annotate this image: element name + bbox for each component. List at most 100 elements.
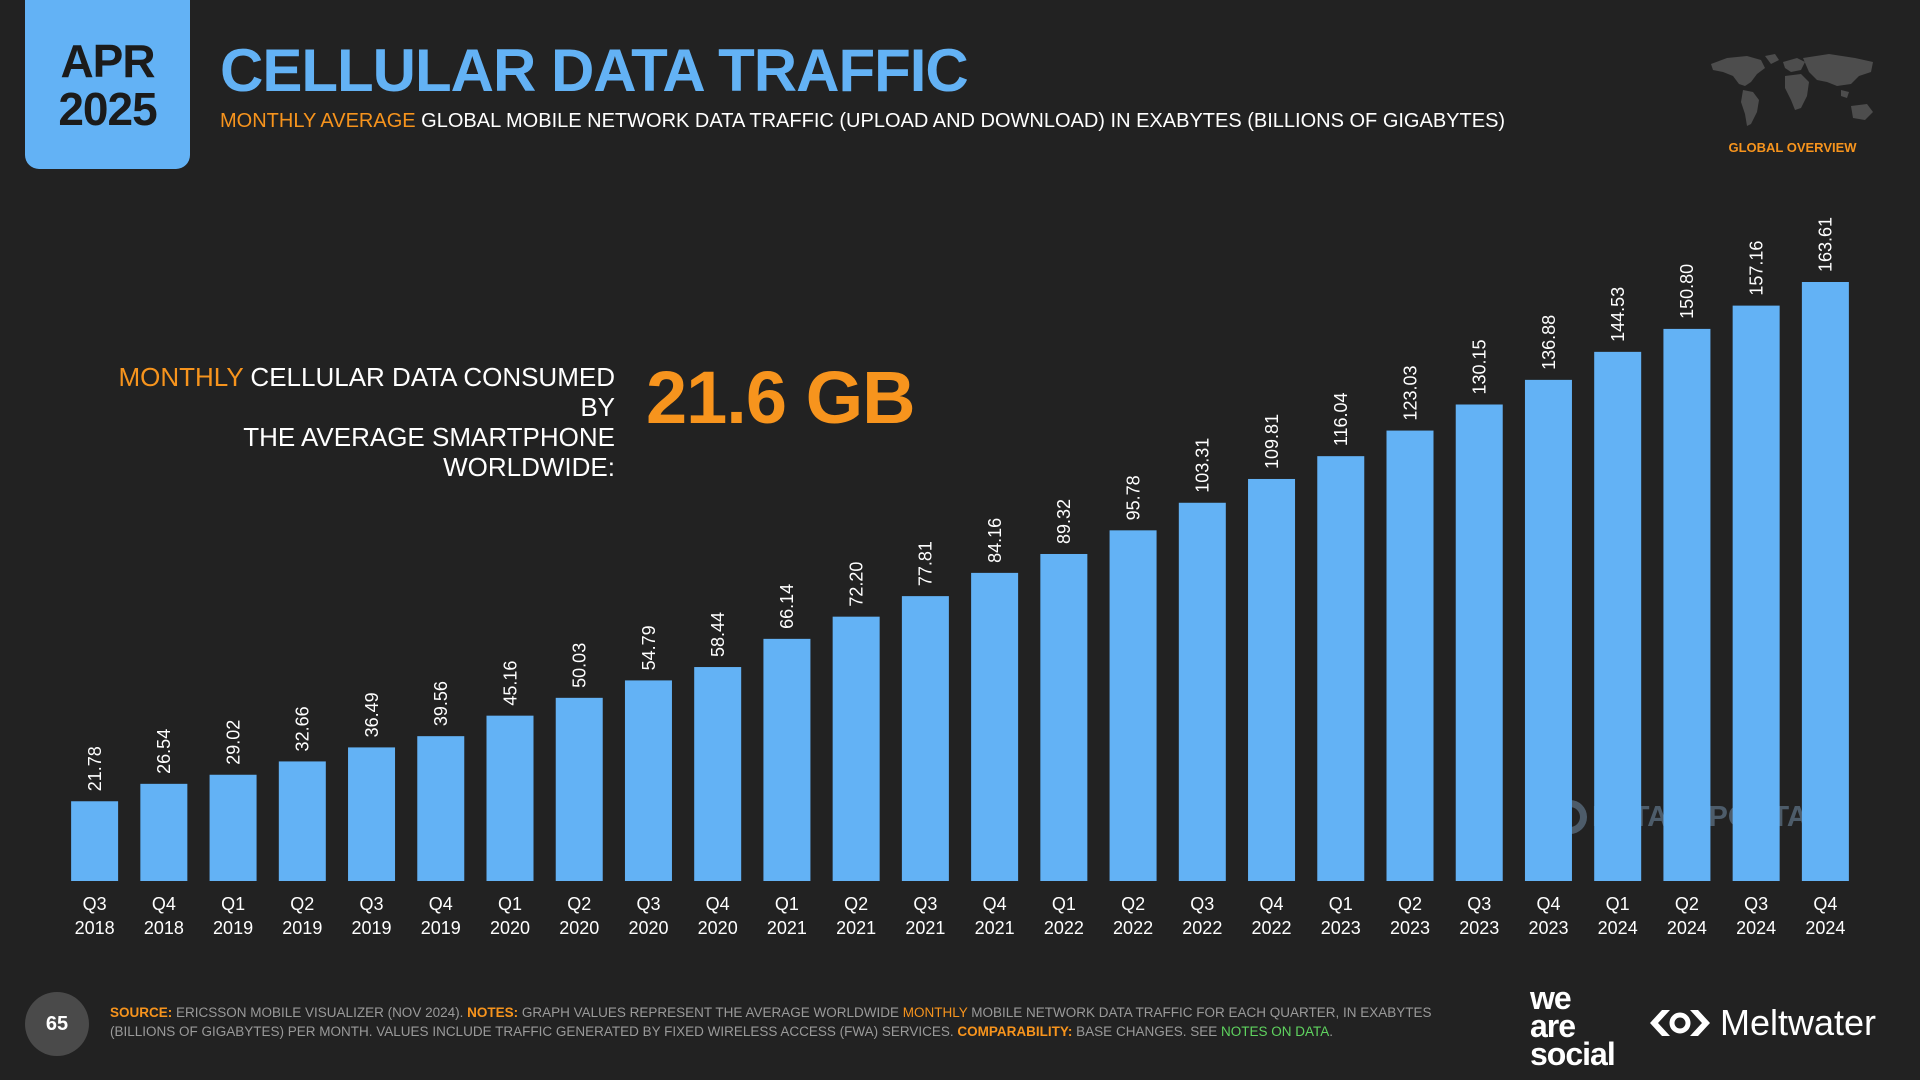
bar <box>278 761 326 881</box>
notes-label: NOTES: <box>467 1005 519 1020</box>
badge-month: APR <box>60 34 155 87</box>
world-map-icon <box>1705 50 1880 132</box>
bar <box>1386 430 1434 881</box>
page-title: CELLULAR DATA TRAFFIC <box>220 37 969 104</box>
bar <box>763 638 811 881</box>
bar-value-label: 109.81 <box>1262 414 1282 469</box>
source-text: ERICSSON MOBILE VISUALIZER (NOV 2024). <box>172 1005 468 1020</box>
bar <box>1801 282 1849 881</box>
bar <box>694 667 742 881</box>
comparability-text: BASE CHANGES. SEE <box>1072 1024 1221 1039</box>
x-tick-year: 2022 <box>1113 918 1153 938</box>
bar <box>348 747 396 881</box>
bar-value-label: 26.54 <box>154 729 174 774</box>
x-tick-quarter: Q2 <box>290 894 314 914</box>
bar-value-label: 163.61 <box>1816 217 1836 272</box>
bar-value-label: 45.16 <box>500 661 520 706</box>
meltwater-logo: Meltwater <box>1648 1002 1876 1044</box>
x-tick-year: 2018 <box>75 918 115 938</box>
x-tick-quarter: Q2 <box>1398 894 1422 914</box>
x-tick-year: 2019 <box>352 918 392 938</box>
x-tick-quarter: Q4 <box>1813 894 1837 914</box>
stat-value: 21.6 GB <box>646 356 916 439</box>
x-tick-quarter: Q3 <box>1190 894 1214 914</box>
date-badge: APR 2025 <box>25 0 190 169</box>
meltwater-logo-icon <box>1650 1010 1710 1036</box>
x-tick-year: 2020 <box>559 918 599 938</box>
bar-value-label: 95.78 <box>1123 475 1143 520</box>
comparability-label: COMPARABILITY: <box>957 1024 1073 1039</box>
footer-notes: SOURCE: ERICSSON MOBILE VISUALIZER (NOV … <box>110 1003 1490 1041</box>
bar-value-label: 130.15 <box>1470 339 1490 394</box>
bar-value-label: 144.53 <box>1608 287 1628 342</box>
x-tick-quarter: Q4 <box>1260 894 1284 914</box>
x-tick-quarter: Q3 <box>1467 894 1491 914</box>
x-tick-quarter: Q1 <box>221 894 245 914</box>
x-tick-quarter: Q1 <box>1052 894 1076 914</box>
stat-label-line1: CELLULAR DATA CONSUMED BY <box>243 362 615 422</box>
stat-label: MONTHLY CELLULAR DATA CONSUMED BY THE AV… <box>100 362 615 482</box>
x-tick-year: 2022 <box>1044 918 1084 938</box>
map-caption: GLOBAL OVERVIEW <box>1728 140 1857 155</box>
meltwater-text: Meltwater <box>1720 1002 1877 1043</box>
bar-value-label: 21.78 <box>85 746 105 791</box>
x-tick-year: 2022 <box>1252 918 1292 938</box>
bar-value-label: 72.20 <box>846 562 866 607</box>
x-tick-quarter: Q1 <box>775 894 799 914</box>
page-number: 65 <box>25 992 89 1056</box>
bar-value-label: 89.32 <box>1054 499 1074 544</box>
x-tick-quarter: Q2 <box>844 894 868 914</box>
stat-label-line2: THE AVERAGE SMARTPHONE WORLDWIDE: <box>243 422 615 482</box>
bar-value-label: 36.49 <box>362 692 382 737</box>
bar <box>1594 351 1642 882</box>
x-tick-quarter: Q1 <box>1606 894 1630 914</box>
x-tick-year: 2023 <box>1459 918 1499 938</box>
notes-on-data-link[interactable]: NOTES ON DATA <box>1220 1024 1330 1039</box>
was-line1: we <box>1530 980 1572 1016</box>
bar <box>71 801 119 881</box>
notes-text-a: GRAPH VALUES REPRESENT THE AVERAGE WORLD… <box>518 1005 903 1020</box>
x-tick-quarter: Q4 <box>1536 894 1560 914</box>
was-line2: are <box>1530 1008 1576 1044</box>
bar-value-label: 157.16 <box>1746 241 1766 296</box>
bar <box>1178 502 1226 881</box>
x-tick-year: 2024 <box>1667 918 1707 938</box>
x-tick-quarter: Q2 <box>1675 894 1699 914</box>
bar <box>1732 305 1780 881</box>
x-tick-year: 2024 <box>1736 918 1776 938</box>
bar <box>1455 404 1503 881</box>
bar-value-label: 29.02 <box>223 720 243 765</box>
bar <box>624 680 672 881</box>
bar-value-label: 116.04 <box>1331 392 1351 446</box>
x-tick-year: 2019 <box>282 918 322 938</box>
x-tick-year: 2020 <box>698 918 738 938</box>
bar-value-label: 84.16 <box>985 518 1005 563</box>
x-tick-year: 2019 <box>421 918 461 938</box>
page-subtitle: MONTHLY AVERAGE GLOBAL MOBILE NETWORK DA… <box>220 110 1505 133</box>
bar <box>1109 530 1157 881</box>
x-tick-year: 2023 <box>1390 918 1430 938</box>
x-tick-year: 2023 <box>1321 918 1361 938</box>
bar <box>1317 456 1365 881</box>
x-tick-year: 2024 <box>1598 918 1638 938</box>
x-tick-quarter: Q4 <box>983 894 1007 914</box>
bar <box>1248 478 1296 881</box>
x-tick-year: 2018 <box>144 918 184 938</box>
subtitle-highlight: MONTHLY AVERAGE <box>220 110 416 132</box>
bar <box>971 572 1019 881</box>
subtitle-rest: GLOBAL MOBILE NETWORK DATA TRAFFIC (UPLO… <box>415 110 1506 132</box>
bar <box>555 697 603 881</box>
notes-text-b: MOBILE NETWORK DATA TRAFFIC FOR EACH QUA… <box>110 1005 1432 1039</box>
stat-label-highlight: MONTHLY <box>118 362 244 392</box>
bar <box>417 736 465 881</box>
bar-value-label: 66.14 <box>777 584 797 629</box>
x-tick-year: 2024 <box>1805 918 1845 938</box>
bar <box>832 616 880 881</box>
source-label: SOURCE: <box>110 1005 173 1020</box>
x-tick-quarter: Q3 <box>636 894 660 914</box>
x-tick-year: 2021 <box>905 918 945 938</box>
x-tick-year: 2021 <box>975 918 1015 938</box>
bar-value-label: 103.31 <box>1193 438 1213 493</box>
x-tick-quarter: Q4 <box>429 894 453 914</box>
